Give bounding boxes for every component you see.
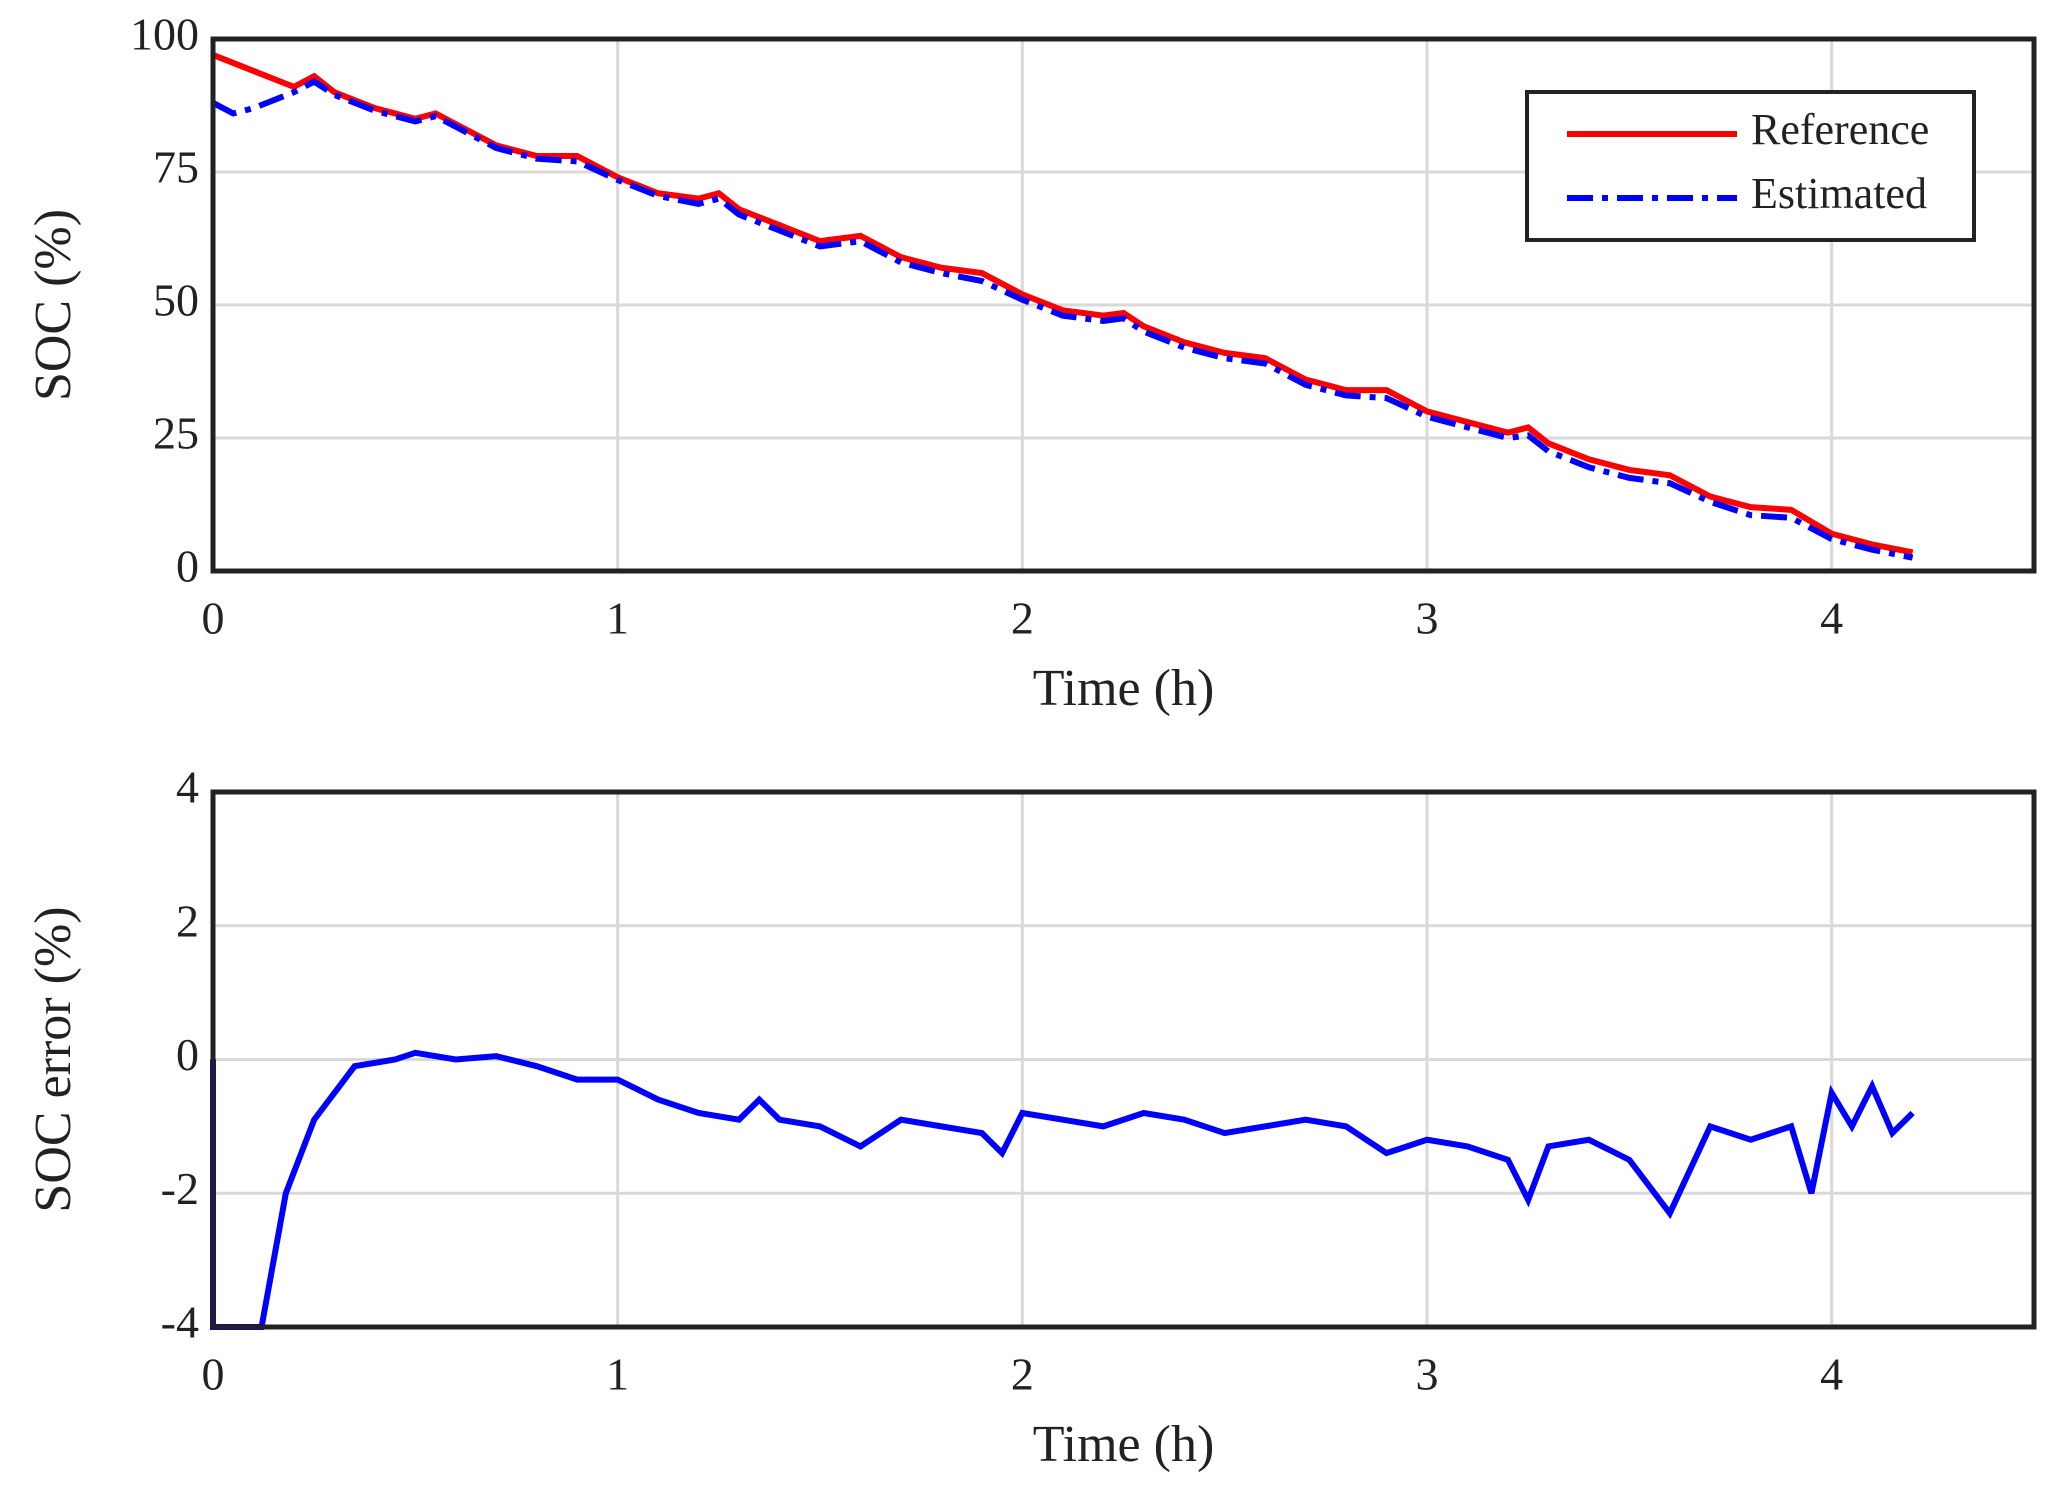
x-tick-label: 3 [1416, 593, 1439, 644]
y-axis-label: SOC error (%) [25, 906, 82, 1212]
x-axis-label: Time (h) [1033, 660, 1215, 717]
axes-frame [210, 789, 2037, 1330]
x-axis-label: Time (h) [1033, 1416, 1215, 1473]
x-tick-label: 0 [202, 593, 225, 644]
y-tick-label: 50 [153, 275, 199, 326]
legend-label: Estimated [1751, 169, 1927, 218]
chart: 0 1 2 3 4 0 25 50 75 100 Time (h) SOC (%) Reference E… [25, 9, 2037, 717]
legend-label: Reference [1751, 105, 1929, 154]
y-tick-label: 25 [153, 408, 199, 459]
x-tick-label: 4 [1820, 593, 1843, 644]
x-tick-label: 1 [606, 593, 629, 644]
y-tick-label: -2 [161, 1163, 199, 1214]
legend-box [1525, 90, 1976, 242]
x-tick-label: 2 [1011, 593, 1034, 644]
x-tick-label: 0 [202, 1349, 225, 1400]
x-tick-label: 3 [1416, 1349, 1439, 1400]
y-tick-label: 2 [176, 895, 199, 946]
x-tick-label: 4 [1820, 1349, 1843, 1400]
y-tick-label: 0 [176, 1029, 199, 1080]
data-line [210, 1049, 1915, 1330]
y-axis-label: SOC (%) [25, 209, 82, 401]
chart: 0 1 2 3 4 -4 -2 0 2 4 Time (h) SOC error (%) [25, 762, 2037, 1473]
axes-frame [210, 36, 2037, 574]
y-tick-label: 0 [176, 541, 199, 592]
y-tick-label: 4 [176, 762, 199, 813]
y-tick-label: 75 [153, 142, 199, 193]
y-tick-label: 100 [130, 9, 199, 60]
x-tick-label: 2 [1011, 1349, 1034, 1400]
x-tick-label: 1 [606, 1349, 629, 1400]
data-line [211, 78, 1914, 561]
y-tick-label: -4 [161, 1297, 199, 1348]
